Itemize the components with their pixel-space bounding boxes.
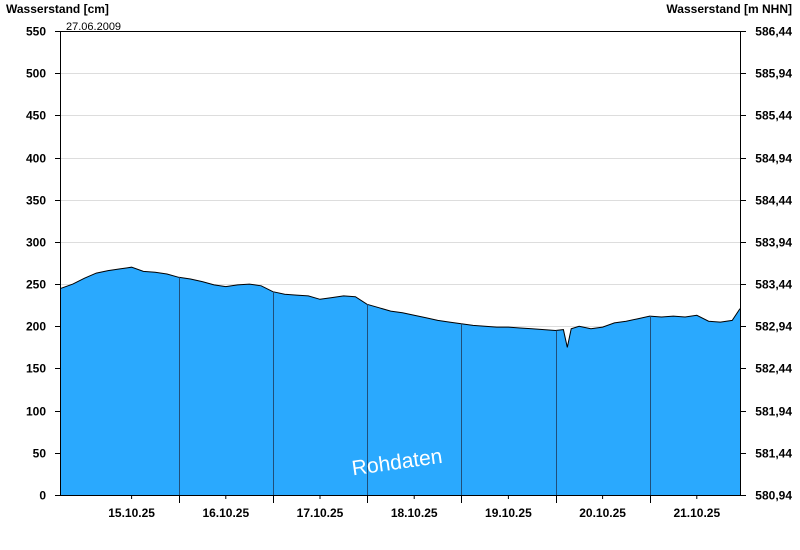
y-tick-label-left: 550 <box>26 25 46 39</box>
water-level-area <box>61 267 740 495</box>
x-tick-label: 20.10.25 <box>579 506 626 520</box>
y-tick-label-right: 582,44 <box>755 362 792 376</box>
y-axis-left-labels: 0 50 100 150 200 250 300 350 400 450 500 550 <box>26 25 46 503</box>
x-tick-label: 17.10.25 <box>297 506 344 520</box>
x-axis-labels: 15.10.25 16.10.25 17.10.25 18.10.25 19.10.25… <box>108 506 720 520</box>
y-tick-label-right: 586,44 <box>755 25 792 39</box>
y-tick-label-left: 200 <box>26 320 46 334</box>
y-tick-label-left: 0 <box>39 489 46 503</box>
y-tick-label-right: 580,94 <box>755 489 792 503</box>
y-tick-label-left: 500 <box>26 67 46 81</box>
x-tick-label: 21.10.25 <box>673 506 720 520</box>
water-level-line <box>60 266 741 348</box>
y-tick-label-left: 250 <box>26 278 46 292</box>
day-separator-lines <box>179 277 651 495</box>
y-tick-label-right: 584,44 <box>755 194 792 208</box>
y-tick-label-left: 350 <box>26 194 46 208</box>
y-tick-label-right: 583,44 <box>755 278 792 292</box>
plot-frame <box>60 31 741 496</box>
y-tick-label-right: 585,44 <box>755 109 792 123</box>
x-tick-label: 15.10.25 <box>108 506 155 520</box>
y-tick-label-left: 400 <box>26 152 46 166</box>
y-axis-title-right: Wasserstand [m NHN] <box>666 2 792 16</box>
y-tick-label-right: 581,94 <box>755 405 792 419</box>
y-tick-label-left: 300 <box>26 236 46 250</box>
date-note: 27.06.2009 <box>66 21 121 33</box>
y-tick-label-right: 582,94 <box>755 320 792 334</box>
y-tick-label-right: 581,44 <box>755 447 792 461</box>
y-tick-label-left: 100 <box>26 405 46 419</box>
y-tick-label-right: 585,94 <box>755 67 792 81</box>
y-tick-label-left: 50 <box>33 447 47 461</box>
y-axis-right-labels: 580,94 581,44 581,94 582,44 582,94 583,44 583,… <box>755 25 792 503</box>
y-tick-label-left: 450 <box>26 109 46 123</box>
x-tick-label: 19.10.25 <box>485 506 532 520</box>
axis-ticks <box>55 31 746 503</box>
y-axis-title-left: Wasserstand [cm] <box>6 2 109 16</box>
y-tick-label-right: 583,94 <box>755 236 792 250</box>
x-tick-label: 16.10.25 <box>202 506 249 520</box>
x-tick-label: 18.10.25 <box>391 506 438 520</box>
y-tick-label-left: 150 <box>26 362 46 376</box>
y-tick-label-right: 584,94 <box>755 152 792 166</box>
